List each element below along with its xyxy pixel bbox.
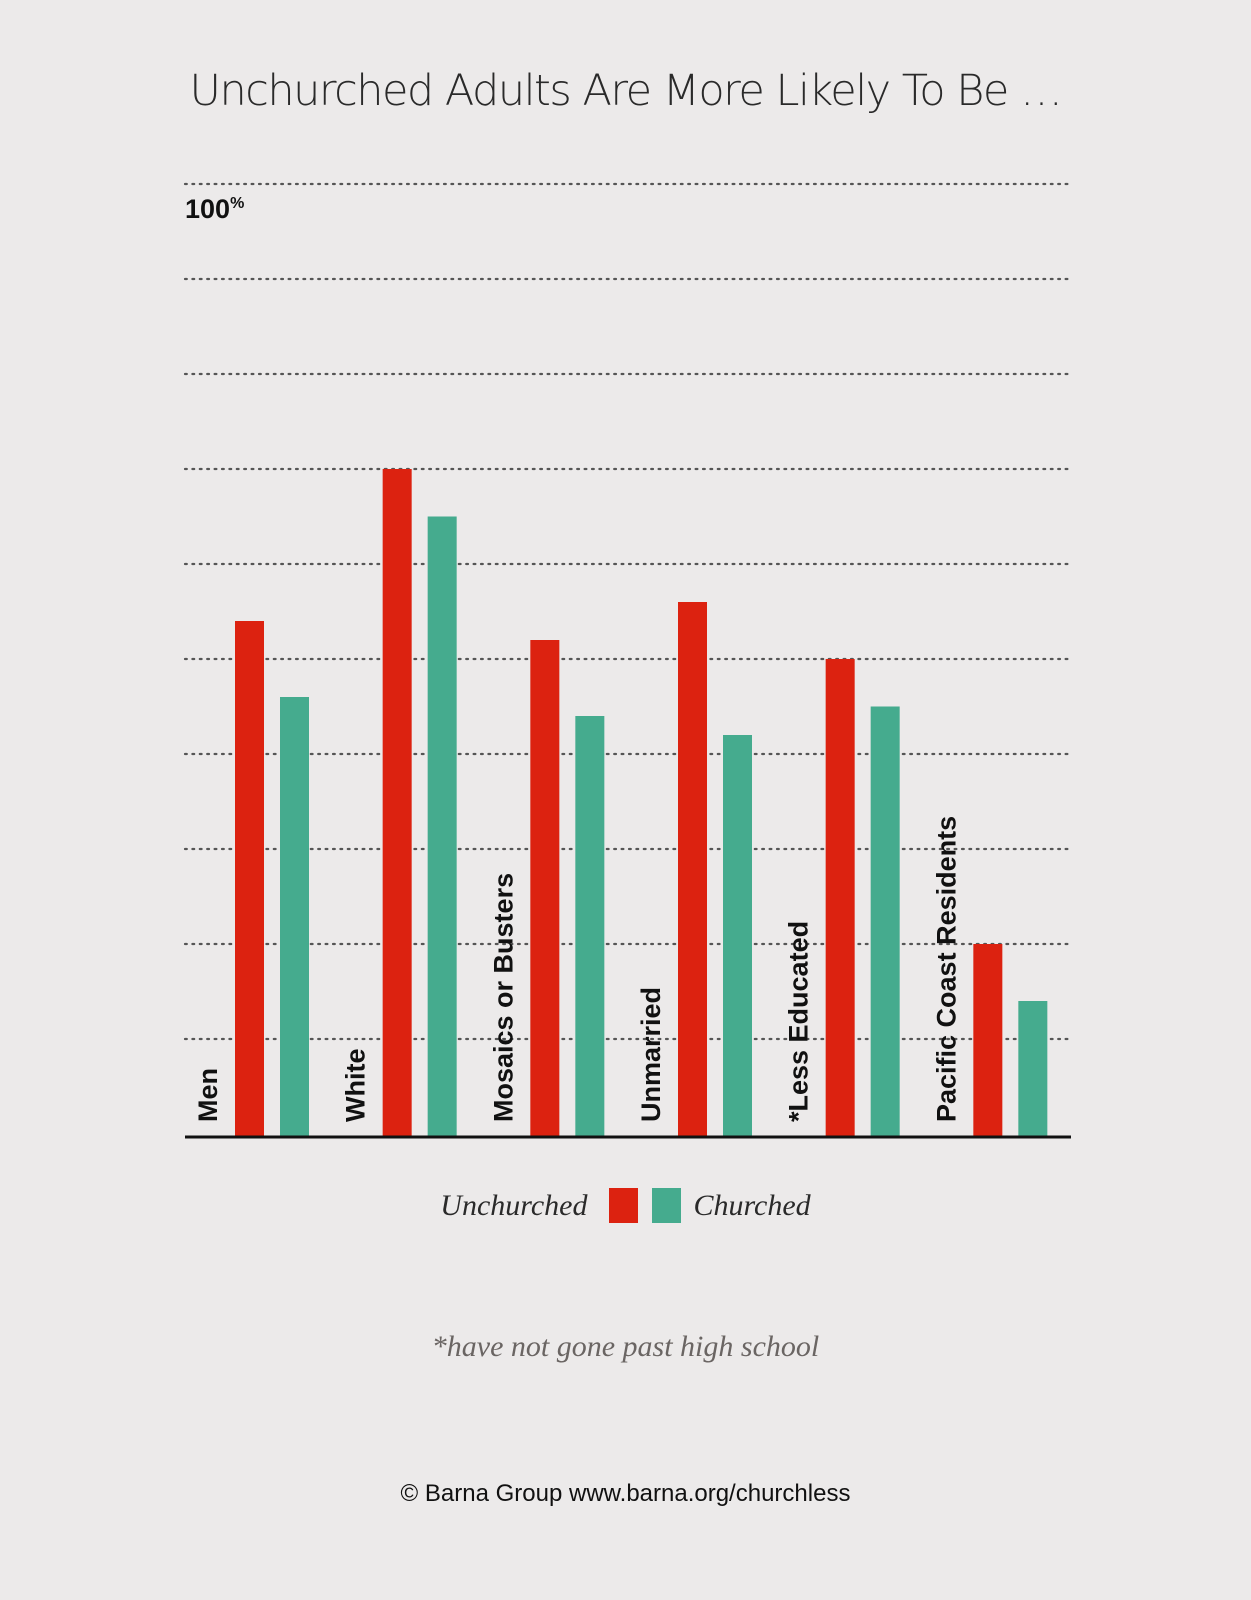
bar-churched-6 [1018, 1001, 1048, 1136]
bar-churched-3 [575, 716, 605, 1136]
footnote: *have not gone past high school [431, 1330, 820, 1363]
legend-swatch-unchurched [609, 1188, 639, 1223]
y-tick-unit: % [230, 195, 244, 212]
bar-unchurched-6 [973, 944, 1003, 1136]
y-tick-label-100: 100% [185, 194, 244, 224]
bars [235, 469, 1048, 1136]
y-tick-value: 100 [185, 194, 230, 224]
legend-swatch-churched [652, 1188, 682, 1223]
category-label-1: Men [193, 1068, 223, 1122]
bar-unchurched-1 [235, 621, 264, 1136]
category-label-4: Unmarried [636, 987, 666, 1122]
category-labels: Men White Mosaics or Busters Unmarried *Less… [193, 816, 961, 1122]
chart-title: Unchurched Adults Are More Likely To Be … [189, 66, 1063, 116]
bar-unchurched-2 [382, 469, 412, 1136]
legend-label-churched: Churched [693, 1188, 811, 1222]
bar-unchurched-5 [825, 659, 855, 1136]
legend: Unchurched Churched [0, 1188, 1251, 1223]
bar-churched-4 [723, 735, 752, 1136]
bar-churched-2 [427, 516, 457, 1136]
credit-line: © Barna Group www.barna.org/churchless [400, 1480, 851, 1507]
bar-unchurched-3 [530, 640, 560, 1136]
bar-unchurched-4 [678, 602, 707, 1136]
bar-churched-5 [870, 706, 900, 1136]
legend-label-unchurched: Unchurched [440, 1188, 588, 1222]
category-label-2: White [341, 1049, 371, 1123]
gridlines [183, 182, 1073, 1041]
category-label-3: Mosaics or Busters [488, 873, 518, 1122]
bar-churched-1 [280, 697, 309, 1136]
category-label-6: Pacific Coast Residents [931, 816, 961, 1122]
category-label-5: *Less Educated [784, 921, 814, 1122]
